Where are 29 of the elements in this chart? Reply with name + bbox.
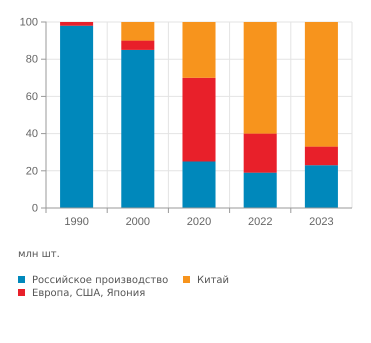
y-tick-label: 100 (20, 16, 38, 29)
bar (244, 22, 277, 134)
bar (121, 22, 154, 41)
x-tick-label: 2020 (186, 216, 212, 228)
bar (244, 134, 277, 173)
x-tick-label: 2023 (309, 216, 334, 228)
bar (304, 165, 338, 208)
y-tick-label: 80 (26, 54, 38, 66)
y-tick-label: 40 (26, 128, 38, 140)
bar (182, 162, 216, 208)
y-tick-label: 20 (26, 165, 38, 178)
legend-label: Российское производство (32, 275, 168, 286)
x-tick-label: 2000 (126, 216, 150, 228)
bar (60, 22, 94, 26)
bar (182, 22, 216, 78)
bar (121, 40, 154, 50)
bar (304, 146, 338, 166)
bar (244, 172, 277, 208)
bar (60, 26, 94, 208)
legend-label: Китай (197, 275, 230, 286)
y-axis-title: млн шт. (18, 249, 60, 260)
bar (304, 22, 338, 147)
x-tick-label: 1990 (64, 216, 89, 228)
y-tick-label: 60 (26, 90, 38, 103)
y-tick-label: 0 (32, 202, 38, 215)
bar (182, 78, 216, 162)
x-tick-label: 2022 (248, 216, 272, 228)
legend-label: Европа, США, Япония (32, 288, 146, 299)
bar (121, 50, 154, 208)
